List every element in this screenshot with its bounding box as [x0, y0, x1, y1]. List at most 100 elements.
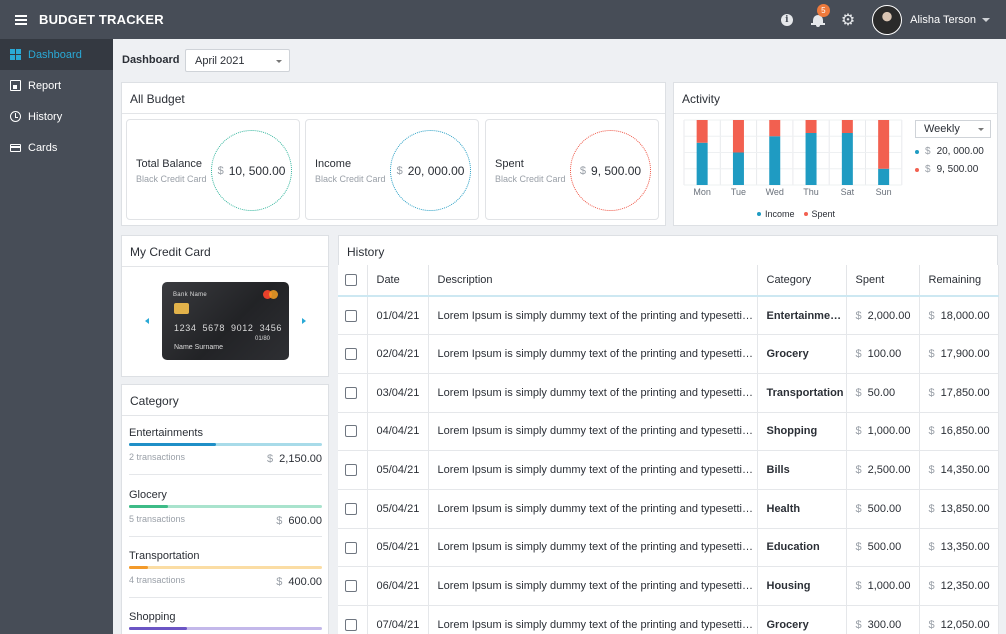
category-progress-fill — [129, 443, 216, 446]
budget-card-sub: Black Credit Card — [136, 174, 207, 184]
select-cell — [338, 334, 368, 374]
column-header-remaining[interactable]: Remaining — [919, 265, 999, 297]
remaining-value: 13,850.00 — [940, 502, 990, 515]
row-checkbox[interactable] — [345, 309, 357, 322]
table-row[interactable]: 05/04/21 Lorem Ipsum is simply dummy text… — [338, 528, 999, 568]
menu-icon[interactable] — [15, 14, 27, 25]
row-checkbox[interactable] — [345, 580, 357, 593]
row-checkbox[interactable] — [345, 425, 357, 438]
select-all-checkbox[interactable] — [345, 274, 357, 287]
spent-cell: $1,000.00 — [846, 412, 920, 452]
budget-card-sub: Black Credit Card — [315, 174, 386, 184]
table-row[interactable]: 06/04/21 Lorem Ipsum is simply dummy text… — [338, 566, 999, 606]
card-holder: Name Surname — [174, 344, 224, 351]
card-expiry: 01/80 — [255, 336, 271, 342]
activity-chart: Mon Tue Wed Thu Sat Sun — [683, 119, 903, 197]
month-select[interactable]: April 2021 — [185, 49, 290, 72]
row-checkbox[interactable] — [345, 386, 357, 399]
avatar[interactable] — [872, 4, 903, 35]
card-number: 1234 5678 9012 3456 — [174, 323, 282, 333]
category-name: Entertainments — [129, 427, 203, 439]
sidebar-item-cards[interactable]: Cards — [0, 132, 113, 163]
spent-cell: $2,000.00 — [846, 296, 920, 336]
bar-income-sun[interactable] — [878, 168, 890, 185]
category-transactions: 5 transactions — [129, 514, 186, 524]
bar-income-sat[interactable] — [841, 133, 853, 185]
sidebar-item-history[interactable]: History — [0, 101, 113, 132]
bar-spent-sun[interactable] — [878, 120, 890, 169]
date-cell: 04/04/21 — [367, 412, 429, 452]
chevron-left-icon[interactable] — [145, 318, 149, 324]
category-item[interactable]: Shopping — [129, 611, 322, 634]
month-select-value: April 2021 — [195, 55, 245, 67]
currency-symbol: $ — [267, 453, 274, 465]
description-cell: Lorem Ipsum is simply dummy text of the … — [428, 296, 758, 336]
budget-ring: $ 20, 000.00 — [390, 130, 471, 211]
bar-spent-tue[interactable] — [732, 120, 744, 153]
row-checkbox[interactable] — [345, 618, 357, 631]
currency-symbol: $ — [855, 425, 862, 438]
category-item[interactable]: Entertainments 2 transactions $2,150.00 — [129, 427, 322, 465]
table-row[interactable]: 05/04/21 Lorem Ipsum is simply dummy text… — [338, 450, 999, 490]
column-header-description[interactable]: Description — [428, 265, 758, 297]
category-panel: Category — [121, 384, 329, 634]
period-select[interactable]: Weekly — [915, 120, 991, 138]
report-icon — [10, 80, 21, 91]
row-checkbox[interactable] — [345, 541, 357, 554]
x-tick-label: Thu — [803, 187, 819, 197]
bar-spent-mon[interactable] — [696, 120, 708, 143]
activity-panel: Activity — [673, 82, 998, 226]
table-row[interactable]: 04/04/21 Lorem Ipsum is simply dummy text… — [338, 412, 999, 452]
category-cell: Health — [757, 489, 847, 529]
gear-icon[interactable]: ⚙ — [840, 9, 856, 29]
budget-card-income[interactable]: Income Black Credit Card $ 20, 000.00 — [305, 119, 479, 220]
select-cell — [338, 489, 368, 529]
budget-card-balance[interactable]: Total Balance Black Credit Card $ 10, 50… — [126, 119, 300, 220]
table-row[interactable]: 02/04/21 Lorem Ipsum is simply dummy text… — [338, 334, 999, 374]
sidebar-item-report[interactable]: Report — [0, 70, 113, 101]
bar-income-thu[interactable] — [805, 133, 817, 185]
row-checkbox[interactable] — [345, 502, 357, 515]
bar-spent-thu[interactable] — [805, 120, 817, 133]
description-cell: Lorem Ipsum is simply dummy text of the … — [428, 605, 758, 634]
credit-card[interactable]: Bank Name 1234 5678 9012 3456 01/80 Name… — [162, 282, 289, 360]
legend-amount: 20, 000.00 — [936, 146, 984, 157]
chevron-down-icon[interactable] — [982, 17, 990, 22]
chevron-right-icon[interactable] — [302, 318, 306, 324]
info-icon[interactable]: i — [780, 13, 793, 26]
category-amount: 600.00 — [288, 515, 322, 527]
table-row[interactable]: 05/04/21 Lorem Ipsum is simply dummy text… — [338, 489, 999, 529]
all-budget-title: All Budget — [122, 83, 665, 114]
sidebar-item-dashboard[interactable]: Dashboard — [0, 39, 113, 70]
user-name[interactable]: Alisha Terson — [910, 13, 976, 26]
bar-income-wed[interactable] — [769, 136, 781, 185]
category-progress-fill — [129, 627, 187, 630]
bar-income-mon[interactable] — [696, 142, 708, 185]
bell-icon[interactable]: 5 — [810, 3, 830, 27]
category-item[interactable]: Transportation 4 transactions $400.00 — [129, 550, 322, 588]
column-header-spent[interactable]: Spent — [846, 265, 920, 297]
category-divider — [129, 474, 322, 475]
category-divider — [129, 597, 322, 598]
table-row[interactable]: 03/04/21 Lorem Ipsum is simply dummy text… — [338, 373, 999, 413]
category-item[interactable]: Glocery 5 transactions $600.00 — [129, 489, 322, 527]
budget-card-spent[interactable]: Spent Black Credit Card $ 9, 500.00 — [485, 119, 659, 220]
row-checkbox[interactable] — [345, 464, 357, 477]
column-header-date[interactable]: Date — [367, 265, 429, 297]
bar-spent-wed[interactable] — [769, 120, 781, 137]
row-checkbox[interactable] — [345, 348, 357, 361]
remaining-cell: $18,000.00 — [919, 296, 999, 336]
spent-cell: $2,500.00 — [846, 450, 920, 490]
table-row[interactable]: 01/04/21 Lorem Ipsum is simply dummy text… — [338, 296, 999, 336]
category-cell: Transportation — [757, 373, 847, 413]
chart-legend-income: Income — [757, 209, 795, 219]
description-cell: Lorem Ipsum is simply dummy text of the … — [428, 412, 758, 452]
column-header-category[interactable]: Category — [757, 265, 847, 297]
spent-cell: $300.00 — [846, 605, 920, 634]
bar-spent-sat[interactable] — [841, 120, 853, 133]
chart-grid — [683, 119, 903, 186]
category-progress — [129, 627, 322, 630]
table-row[interactable]: 07/04/21 Lorem Ipsum is simply dummy text… — [338, 605, 999, 634]
currency-symbol: $ — [855, 464, 862, 477]
bar-income-tue[interactable] — [732, 152, 744, 186]
